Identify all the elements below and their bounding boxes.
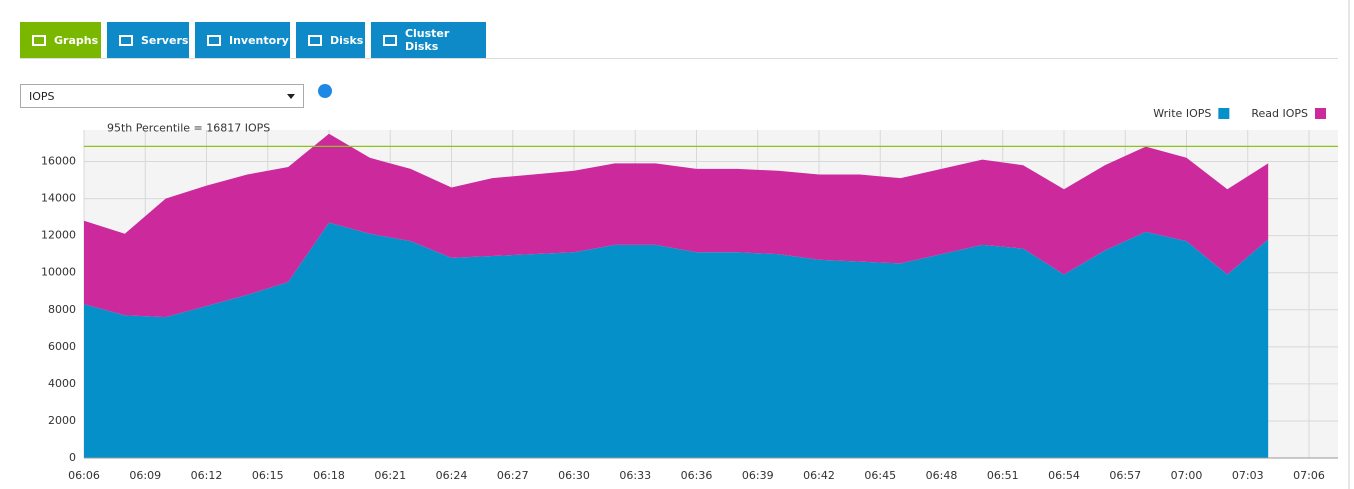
tab-label: Disks [330,33,364,47]
y-tick-label: 14000 [41,192,76,205]
x-tick-label: 06:21 [374,469,406,482]
x-tick-label: 06:33 [619,469,651,482]
percentile-label: 95th Percentile = 16817 IOPS [107,121,270,134]
y-tick-label: 8000 [48,303,76,316]
y-tick-label: 0 [69,451,76,464]
divider [20,58,1338,59]
x-tick-label: 06:39 [742,469,774,482]
y-tick-label: 16000 [41,155,76,168]
x-tick-label: 06:36 [681,469,713,482]
x-tick-label: 06:42 [803,469,835,482]
x-tick-label: 06:57 [1109,469,1141,482]
y-tick-label: 4000 [48,377,76,390]
area [84,133,1269,318]
legend-swatch [1315,108,1326,119]
tab[interactable]: Graphs [20,22,101,58]
x-tick-label: 07:00 [1171,469,1203,482]
dropdown-value: IOPS [29,90,55,103]
area [84,222,1269,458]
tab[interactable]: Inventory [195,22,290,58]
info-icon[interactable] [318,84,332,98]
tab-label: Inventory [229,33,289,47]
x-tick-label: 06:45 [864,469,896,482]
x-tick-label: 07:03 [1232,469,1264,482]
x-tick-label: 06:54 [1048,469,1080,482]
x-tick-label: 06:12 [191,469,223,482]
legend-label: Write IOPS [1153,107,1211,120]
tab[interactable]: Cluster Disks [371,22,486,58]
tab[interactable]: Servers [107,22,189,58]
tab-label: Graphs [54,33,99,47]
x-tick-label: 07:06 [1293,469,1325,482]
x-tick-label: 06:24 [436,469,468,482]
x-tick-label: 06:09 [129,469,161,482]
tab-label: Servers [141,33,189,47]
dropdown[interactable]: IOPS [20,84,304,108]
legend-swatch [1218,108,1230,119]
x-tick-label: 06:48 [926,469,958,482]
y-tick-label: 10000 [41,266,76,279]
y-tick-label: 2000 [48,414,76,427]
x-tick-label: 06:51 [987,469,1019,482]
y-tick-label: 6000 [48,340,76,353]
x-tick-label: 06:06 [68,469,100,482]
x-tick-label: 06:30 [558,469,590,482]
tab[interactable]: Disks [296,22,365,58]
tab-label: Cluster Disks [404,27,450,53]
x-tick-label: 06:15 [252,469,284,482]
x-tick-label: 06:18 [313,469,345,482]
y-tick-label: 12000 [41,229,76,242]
x-tick-label: 06:27 [497,469,529,482]
legend-label: Read IOPS [1251,107,1308,120]
